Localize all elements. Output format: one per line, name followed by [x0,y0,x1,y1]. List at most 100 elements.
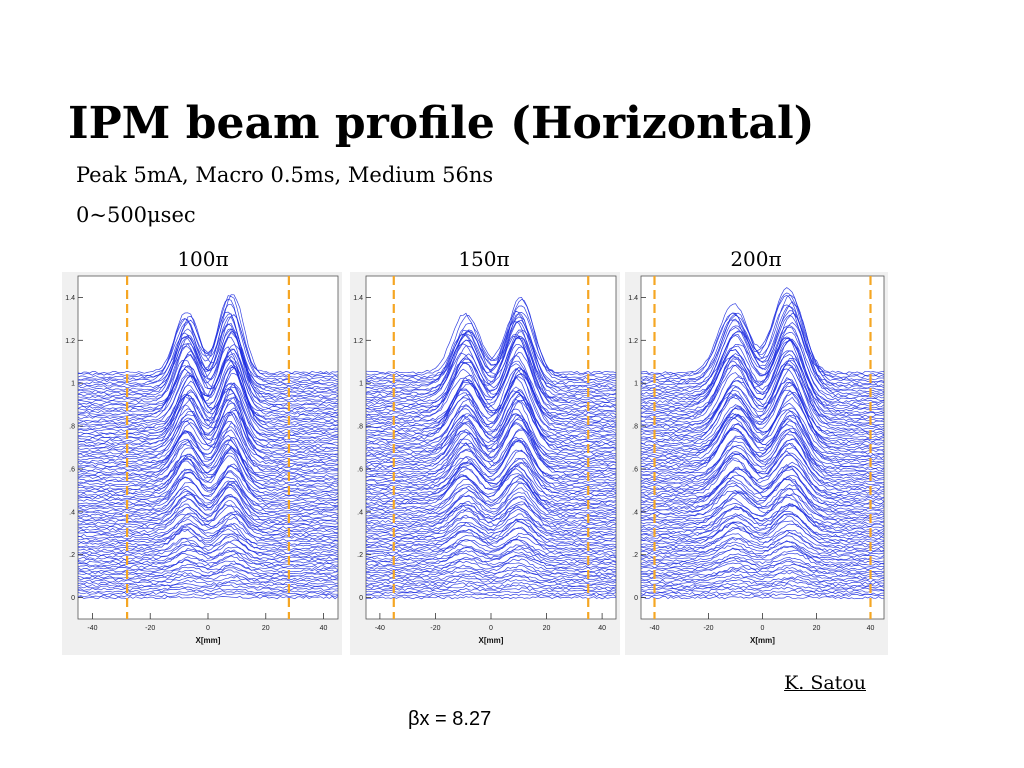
x-tick-label: -40 [375,625,385,632]
profile-trace [77,523,339,548]
x-tick-label: 40 [867,625,875,632]
profile-trace [77,552,339,569]
profile-trace [640,564,885,577]
profile-trace [365,394,617,451]
profile-trace [640,504,885,534]
profile-trace [365,548,617,565]
profile-trace [640,545,885,562]
profile-trace [77,528,339,550]
profile-trace [77,426,339,468]
profile-trace [77,505,339,529]
profile-trace [365,297,617,376]
profile-trace [640,496,885,527]
x-tick-label: 40 [598,625,606,632]
y-tick-label: 1.2 [628,338,638,345]
profile-trace [365,331,617,404]
profile-trace [77,500,339,532]
profile-trace [365,593,617,598]
profile-trace [365,423,617,472]
profile-trace [77,311,339,383]
profile-trace [640,558,885,573]
profile-trace [640,505,885,536]
profile-trace [77,546,339,563]
profile-trace [77,383,339,437]
profile-trace [77,514,339,538]
profile-trace [365,575,617,585]
profile-trace [365,386,617,436]
profile-trace [640,540,885,558]
profile-trace [77,516,339,542]
x-tick-label: 0 [489,625,493,632]
profile-trace [365,544,617,560]
profile-trace [77,422,339,474]
x-tick-label: -40 [87,625,97,632]
profile-trace [640,338,885,414]
profile-trace [365,363,617,420]
profile-trace [365,538,617,558]
y-tick-label: .2 [632,552,638,559]
profile-trace [365,336,617,397]
profile-trace [365,476,617,511]
slide-title: IPM beam profile (Horizontal) [68,98,815,149]
profile-trace [77,336,339,403]
profile-trace [640,337,885,404]
trace-group [77,294,339,600]
profile-trace [365,465,617,498]
profile-trace [365,449,617,488]
profile-trace [77,303,339,375]
profile-trace [77,382,339,434]
y-tick-label: .8 [632,424,638,431]
profile-trace [640,325,885,393]
y-tick-label: 1.4 [628,295,638,302]
profile-trace [640,295,885,379]
x-axis-label: X[mm] [196,636,221,645]
chart-panel-100pi: 0 .2 .4 .6 .8 1 1.2 1.4 -40 -20 0 20 40 X[mm] [62,272,342,655]
author-credit[interactable]: K. Satou [784,672,866,694]
profile-trace [365,491,617,521]
x-tick-label: -20 [430,625,440,632]
profile-trace [640,580,885,589]
profile-trace [77,533,339,554]
profile-trace [77,322,339,397]
profile-trace [77,512,339,540]
chart-panel-150pi: 0 .2 .4 .6 .8 1 1.2 1.4 -40 -20 0 20 40 X[mm] [350,272,620,655]
profile-trace [77,533,339,552]
y-tick-label: 0 [359,595,363,602]
profile-trace [77,331,339,399]
profile-trace [365,565,617,577]
profile-trace [77,487,339,521]
profile-trace [641,552,885,569]
profile-trace [77,463,339,505]
profile-trace [640,549,885,567]
profile-trace [640,359,885,430]
trace-group [640,287,885,600]
profile-trace [640,366,885,426]
profile-trace [365,496,617,523]
x-tick-label: -20 [145,625,155,632]
profile-trace [640,478,885,515]
profile-trace [640,513,885,542]
profile-trace [365,399,617,449]
profile-trace [640,468,885,505]
profile-trace [640,396,885,449]
profile-trace [365,506,617,534]
profile-trace [365,408,617,457]
profile-trace [77,535,339,556]
profile-trace [640,384,885,447]
profile-trace [77,397,339,449]
profile-trace [640,350,885,416]
profile-trace [640,411,885,465]
profile-trace [640,423,885,472]
profile-trace [640,435,885,480]
y-tick-label: 1 [634,381,638,388]
profile-trace [640,407,885,455]
profile-trace [365,554,617,569]
profile-trace [366,329,617,391]
profile-trace [365,414,617,463]
profile-trace [640,535,885,556]
y-tick-label: .2 [357,552,363,559]
y-tick-label: 1 [71,381,75,388]
panel-label-100pi: 100π [177,247,229,271]
profile-trace [77,388,338,443]
profile-trace [77,452,339,494]
